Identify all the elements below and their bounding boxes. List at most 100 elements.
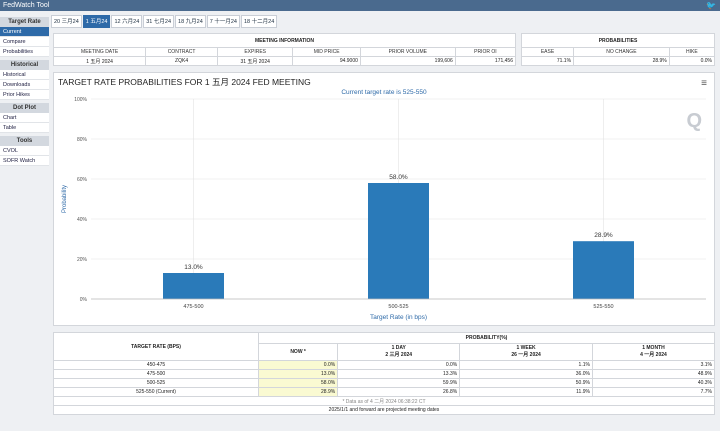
row-rate: 475-500 <box>53 369 259 379</box>
chart-panel: TARGET RATE PROBABILITIES FOR 1 五月 2024 … <box>53 72 715 326</box>
sidebar-item-2-1[interactable]: Table <box>0 123 49 133</box>
row-prob-3: 3.1% <box>591 360 716 370</box>
meeting-col-2: EXPIRES <box>216 47 294 57</box>
meeting-val-5: 171,456 <box>454 56 517 66</box>
app-title: FedWatch Tool <box>3 2 50 9</box>
meeting-tabs: 20 三月24 1 五月24 12 六月24 31 七月24 18 九月24 7 十一月2… <box>51 15 278 28</box>
meeting-val-4: 199,606 <box>359 56 456 66</box>
x-tick-label: 525-550 <box>593 304 613 310</box>
meeting-info-header: MEETING INFORMATION <box>53 33 516 48</box>
sidebar: Target Rate Current Compare Probabilities Hi… <box>0 14 49 431</box>
chart-subtitle: Current target rate is 525-550 <box>341 89 427 96</box>
meeting-tab-3[interactable]: 31 七月24 <box>143 15 175 28</box>
sidebar-group-3: Tools <box>0 136 49 146</box>
col-line1: 1 MONTH <box>642 345 665 352</box>
y-tick-label: 100% <box>74 97 87 103</box>
table-row: 475-500 13.0% 13.3% 36.0% 48.9% <box>53 369 716 379</box>
meeting-col-4: PRIOR VOLUME <box>359 47 456 57</box>
sidebar-item-1-2[interactable]: Prior Hikes <box>0 90 49 100</box>
sidebar-group-2: Dot Plot <box>0 103 49 113</box>
row-prob-2: 36.0% <box>459 369 593 379</box>
y-tick-label: 60% <box>77 177 88 183</box>
row-rate: 525-550 (Current) <box>53 387 259 397</box>
twitter-icon[interactable]: 🐦 <box>706 1 716 10</box>
sidebar-item-0-2[interactable]: Probabilities <box>0 47 49 57</box>
prob-val-1: 28.9% <box>573 56 670 66</box>
y-tick-label: 0% <box>80 297 88 303</box>
row-rate: 450-475 <box>53 360 259 370</box>
y-tick-label: 40% <box>77 217 88 223</box>
meeting-info-table: MEETING INFORMATION MEETING DATE CONTRACT… <box>52 33 517 66</box>
app-titlebar: FedWatch Tool 🐦 <box>0 0 720 11</box>
bar-500-525[interactable] <box>368 183 429 299</box>
probabilities-table: PROBABILITIES EASE NO CHANGE HIKE 71.1% 28.… <box>520 33 716 66</box>
sidebar-item-0-0[interactable]: Current <box>0 27 49 37</box>
prob-table-col-1: 1 DAY 2 三月 2024 <box>337 342 461 362</box>
prob-col-0: EASE <box>520 47 575 57</box>
table-row: 525-550 (Current) 28.9% 26.8% 11.9% 7.7% <box>53 387 716 397</box>
probabilities-header: PROBABILITIES <box>521 33 715 48</box>
bar-value-label: 13.0% <box>184 264 203 271</box>
bar-value-label: 58.0% <box>389 174 408 181</box>
meeting-tab-6[interactable]: 18 十二月24 <box>241 15 278 28</box>
sidebar-item-3-1[interactable]: SOFR Watch <box>0 156 49 166</box>
sidebar-group-1: Historical <box>0 60 49 70</box>
prob-col-2: HIKE <box>668 47 716 57</box>
meeting-tab-2[interactable]: 12 六月24 <box>111 15 143 28</box>
meeting-tab-5[interactable]: 7 十一月24 <box>206 15 240 28</box>
col-line2: 4 一月 2024 <box>640 352 667 359</box>
row-prob-2: 11.9% <box>459 387 593 397</box>
x-tick-label: 475-500 <box>183 304 203 310</box>
sidebar-item-2-0[interactable]: Chart <box>0 113 49 123</box>
sidebar-item-0-1[interactable]: Compare <box>0 37 49 47</box>
data-as-of: * Data as of 4 二月 2024 06:38:22 CT <box>53 396 715 406</box>
y-axis-label: Probability <box>62 185 68 213</box>
row-prob-1: 26.8% <box>337 387 461 397</box>
sidebar-item-1-1[interactable]: Downloads <box>0 80 49 90</box>
prob-val-0: 71.1% <box>520 56 575 66</box>
col-line2: 26 一月 2024 <box>511 352 541 359</box>
table-row: 500-525 58.0% 59.9% 50.9% 40.3% <box>53 378 716 388</box>
row-prob-0: 0.0% <box>257 360 339 370</box>
sidebar-item-1-0[interactable]: Historical <box>0 70 49 80</box>
meeting-tab-0[interactable]: 20 三月24 <box>51 15 82 28</box>
meeting-val-3: 94.9000 <box>292 56 361 66</box>
x-tick-label: 500-525 <box>388 304 408 310</box>
prob-table-col-0: NOW * <box>257 342 339 362</box>
probability-table: TARGET RATE (BPS) PROBABILITY(%) NOW * 1 … <box>53 332 716 415</box>
col-line1: NOW * <box>290 348 306 355</box>
row-prob-0: 28.9% <box>257 387 339 397</box>
meeting-col-1: CONTRACT <box>145 47 218 57</box>
row-prob-1: 59.9% <box>337 378 461 388</box>
probability-header: PROBABILITY(%) <box>258 332 715 344</box>
meeting-val-2: 31 五月 2024 <box>216 56 294 66</box>
meeting-col-3: MID PRICE <box>292 47 361 57</box>
row-prob-3: 40.3% <box>591 378 716 388</box>
cme-q-logo: Q <box>686 110 702 132</box>
chart-menu-icon[interactable]: ≡ <box>701 78 707 89</box>
row-prob-2: 1.1% <box>459 360 593 370</box>
chart-title: TARGET RATE PROBABILITIES FOR 1 五月 2024 … <box>58 77 311 87</box>
table-row: 450-475 0.0% 0.0% 1.1% 3.1% <box>53 360 716 370</box>
meeting-col-0: MEETING DATE <box>52 47 147 57</box>
y-tick-label: 80% <box>77 137 88 143</box>
sidebar-item-3-0[interactable]: CVOL <box>0 146 49 156</box>
bar-value-label: 28.9% <box>594 232 613 239</box>
row-prob-2: 50.9% <box>459 378 593 388</box>
meeting-tab-1[interactable]: 1 五月24 <box>82 15 111 28</box>
row-prob-3: 48.9% <box>591 369 716 379</box>
meeting-val-0: 1 五月 2024 <box>52 56 147 66</box>
y-tick-label: 20% <box>77 257 88 263</box>
sidebar-group-0: Target Rate <box>0 17 49 27</box>
prob-val-2: 0.0% <box>668 56 716 66</box>
row-prob-1: 0.0% <box>337 360 461 370</box>
bar-475-500[interactable] <box>163 273 224 299</box>
bar-525-550[interactable] <box>573 241 634 299</box>
target-rate-header: TARGET RATE (BPS) <box>53 332 259 361</box>
col-line1: 1 WEEK <box>516 345 536 352</box>
col-line1: 1 DAY <box>391 345 406 352</box>
row-prob-3: 7.7% <box>591 387 716 397</box>
meeting-val-1: ZQK4 <box>145 56 218 66</box>
meeting-tab-4[interactable]: 18 九月24 <box>175 15 206 28</box>
x-axis-label: Target Rate (in bps) <box>370 314 427 321</box>
